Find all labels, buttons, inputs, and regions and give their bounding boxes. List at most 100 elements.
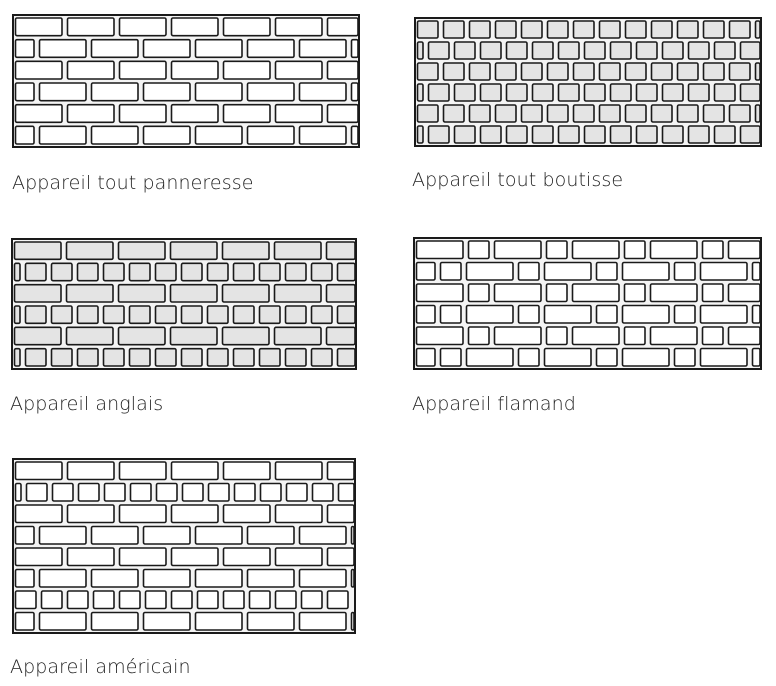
stretcher-brick [699,261,748,281]
header-brick [728,62,751,81]
header-brick [427,41,450,60]
stretcher-brick [14,17,63,37]
header-brick [180,347,203,367]
stretcher-brick [14,525,35,545]
header-brick [50,347,73,367]
header-brick [635,41,658,60]
header-brick [635,83,658,102]
header-brick [442,20,465,39]
stretcher-brick [415,283,464,303]
header-brick [416,41,424,60]
stretcher-brick [246,82,295,102]
stretcher-brick [38,125,87,145]
stretcher-brick [350,525,354,545]
header-brick [76,347,99,367]
stretcher-brick [221,326,270,346]
header-brick [207,482,230,502]
header-brick [232,347,255,367]
header-brick [51,482,74,502]
stretcher-brick [14,611,35,631]
header-brick [258,262,281,282]
header-brick [326,590,349,610]
header-brick [128,262,151,282]
header-brick [336,305,355,325]
header-brick [624,104,647,123]
stretcher-brick [38,82,87,102]
stretcher-brick [350,568,354,588]
stretcher-brick [273,283,322,303]
header-brick [650,104,673,123]
header-brick [155,482,178,502]
header-brick [336,262,355,282]
stretcher-brick [170,103,219,124]
header-brick [531,125,554,144]
stretcher-brick [66,504,115,524]
stretcher-brick [222,103,271,124]
stretcher-brick [701,283,724,303]
caption-flemish-bond: Appareil flamand [412,393,576,415]
stretcher-brick [326,547,354,567]
header-brick [650,20,673,39]
stretcher-brick [649,326,698,346]
header-brick [24,262,47,282]
stretcher-brick [623,326,646,346]
header-brick [531,41,554,60]
header-brick [285,482,308,502]
stretcher-brick [90,82,139,102]
stretcher-brick [117,241,166,261]
stretcher-brick [169,326,218,346]
header-brick [24,305,47,325]
caption-english-bond: Appareil anglais [10,393,164,415]
header-brick [546,104,569,123]
header-brick [609,125,632,144]
stretcher-brick [90,568,139,588]
stretcher-brick [673,304,696,324]
stretcher-brick [14,461,63,481]
header-brick [416,104,439,123]
header-brick [259,482,282,502]
stretcher-brick [298,38,347,59]
stretcher-brick [325,241,355,261]
stretcher-brick [170,547,219,567]
stretcher-brick [751,347,760,367]
header-brick [154,347,177,367]
stretcher-brick [727,283,760,303]
stretcher-brick [623,240,646,260]
stretcher-brick [65,241,114,261]
stretcher-brick [350,611,354,631]
header-brick [181,482,204,502]
header-brick [274,590,297,610]
stretcher-brick [350,38,358,59]
stretcher-brick [246,568,295,588]
stretcher-brick [194,525,243,545]
stretcher-brick [326,60,358,80]
stretcher-brick [170,17,219,37]
stretcher-brick [273,241,322,261]
stretcher-brick [571,283,620,303]
header-brick [702,20,725,39]
header-brick [635,125,658,144]
header-brick [13,305,21,325]
header-brick [66,590,89,610]
stretcher-brick [170,60,219,80]
stretcher-brick [326,504,354,524]
stretcher-brick [621,261,670,281]
header-brick [310,347,333,367]
american-bond-wall [12,458,356,634]
stretcher-brick [169,283,218,303]
header-brick [102,347,125,367]
stretcher-brick [194,38,243,59]
stretcher-brick [517,347,540,367]
header-brick [258,347,281,367]
header-brick [728,20,751,39]
stretcher-brick [571,326,620,346]
stretcher-brick [66,103,115,124]
header-brick [13,347,21,367]
stretcher-brick [621,304,670,324]
header-brick [479,125,502,144]
stretcher-brick [38,568,87,588]
header-brick [468,62,491,81]
stretcher-brick [65,283,114,303]
header-brick [531,83,554,102]
header-brick [453,83,476,102]
